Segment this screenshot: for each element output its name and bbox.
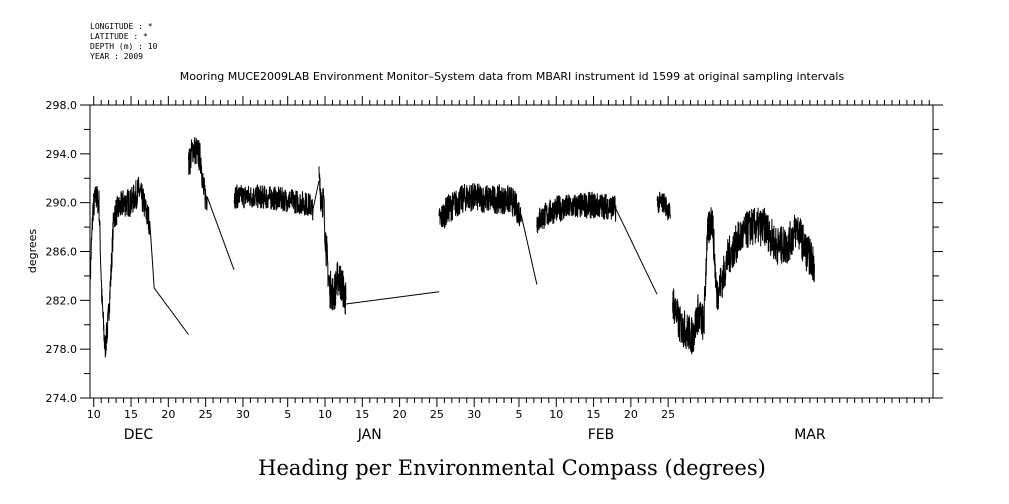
x-tick-label: 5 xyxy=(284,408,291,421)
series-segment xyxy=(188,136,208,211)
x-tick-label: 30 xyxy=(467,408,481,421)
x-tick-label: 20 xyxy=(161,408,175,421)
series-segment xyxy=(149,220,189,335)
series-segment xyxy=(89,176,151,358)
series-segment xyxy=(318,166,347,316)
y-axis-label: degrees xyxy=(26,229,39,274)
x-tick-label: 25 xyxy=(199,408,213,421)
month-label: MAR xyxy=(794,427,826,443)
series-segment xyxy=(656,191,671,221)
figure-caption: Heading per Environmental Compass (degre… xyxy=(258,456,766,480)
x-tick-label: 20 xyxy=(624,408,638,421)
x-tick-label: 20 xyxy=(393,408,407,421)
series-segment xyxy=(536,191,617,234)
series-segment xyxy=(672,207,815,355)
data-series xyxy=(89,136,815,358)
series-segment xyxy=(345,291,440,305)
chart-title: Mooring MUCE2009LAB Environment Monitor–… xyxy=(180,70,845,83)
month-label: FEB xyxy=(588,427,615,443)
x-tick-label: 25 xyxy=(430,408,444,421)
x-tick-label: 10 xyxy=(549,408,563,421)
series-segment xyxy=(233,184,314,221)
meta-latitude: LATITUDE : * xyxy=(90,32,148,41)
meta-year: YEAR : 2009 xyxy=(90,52,143,61)
series-segment xyxy=(312,180,320,209)
y-tick-label: 294.0 xyxy=(46,148,78,161)
month-label: JAN xyxy=(357,427,382,443)
y-tick-label: 274.0 xyxy=(46,392,78,405)
x-tick-labels: 10 15 20 25 30 5 10 15 20 25 30 5 10 15 20 25 xyxy=(87,408,675,421)
month-label: DEC xyxy=(124,427,154,443)
series-segment xyxy=(520,214,538,285)
y-tick-labels: 274.0 278.0 282.0 286.0 290.0 294.0 298.0 xyxy=(46,99,78,405)
meta-depth: DEPTH (m) : 10 xyxy=(90,42,158,51)
y-tick-label: 282.0 xyxy=(46,294,78,307)
y-tick-label: 278.0 xyxy=(46,343,78,356)
y-tick-label: 298.0 xyxy=(46,99,78,112)
x-tick-label: 15 xyxy=(124,408,138,421)
metadata-block: LONGITUDE : * LATITUDE : * DEPTH (m) : 1… xyxy=(90,22,158,61)
tick-marks xyxy=(80,96,943,407)
series-segment xyxy=(206,196,235,270)
x-tick-label: 10 xyxy=(318,408,332,421)
x-tick-label: 30 xyxy=(236,408,250,421)
series-segment xyxy=(438,183,522,229)
x-tick-label: 15 xyxy=(355,408,369,421)
series-segment xyxy=(615,208,658,295)
y-tick-label: 290.0 xyxy=(46,197,78,210)
month-labels: DEC JAN FEB MAR xyxy=(124,427,826,443)
x-tick-label: 25 xyxy=(661,408,675,421)
x-tick-label: 10 xyxy=(87,408,101,421)
x-tick-label: 5 xyxy=(515,408,522,421)
meta-longitude: LONGITUDE : * xyxy=(90,22,153,31)
x-tick-label: 15 xyxy=(587,408,601,421)
y-tick-label: 286.0 xyxy=(46,246,78,259)
